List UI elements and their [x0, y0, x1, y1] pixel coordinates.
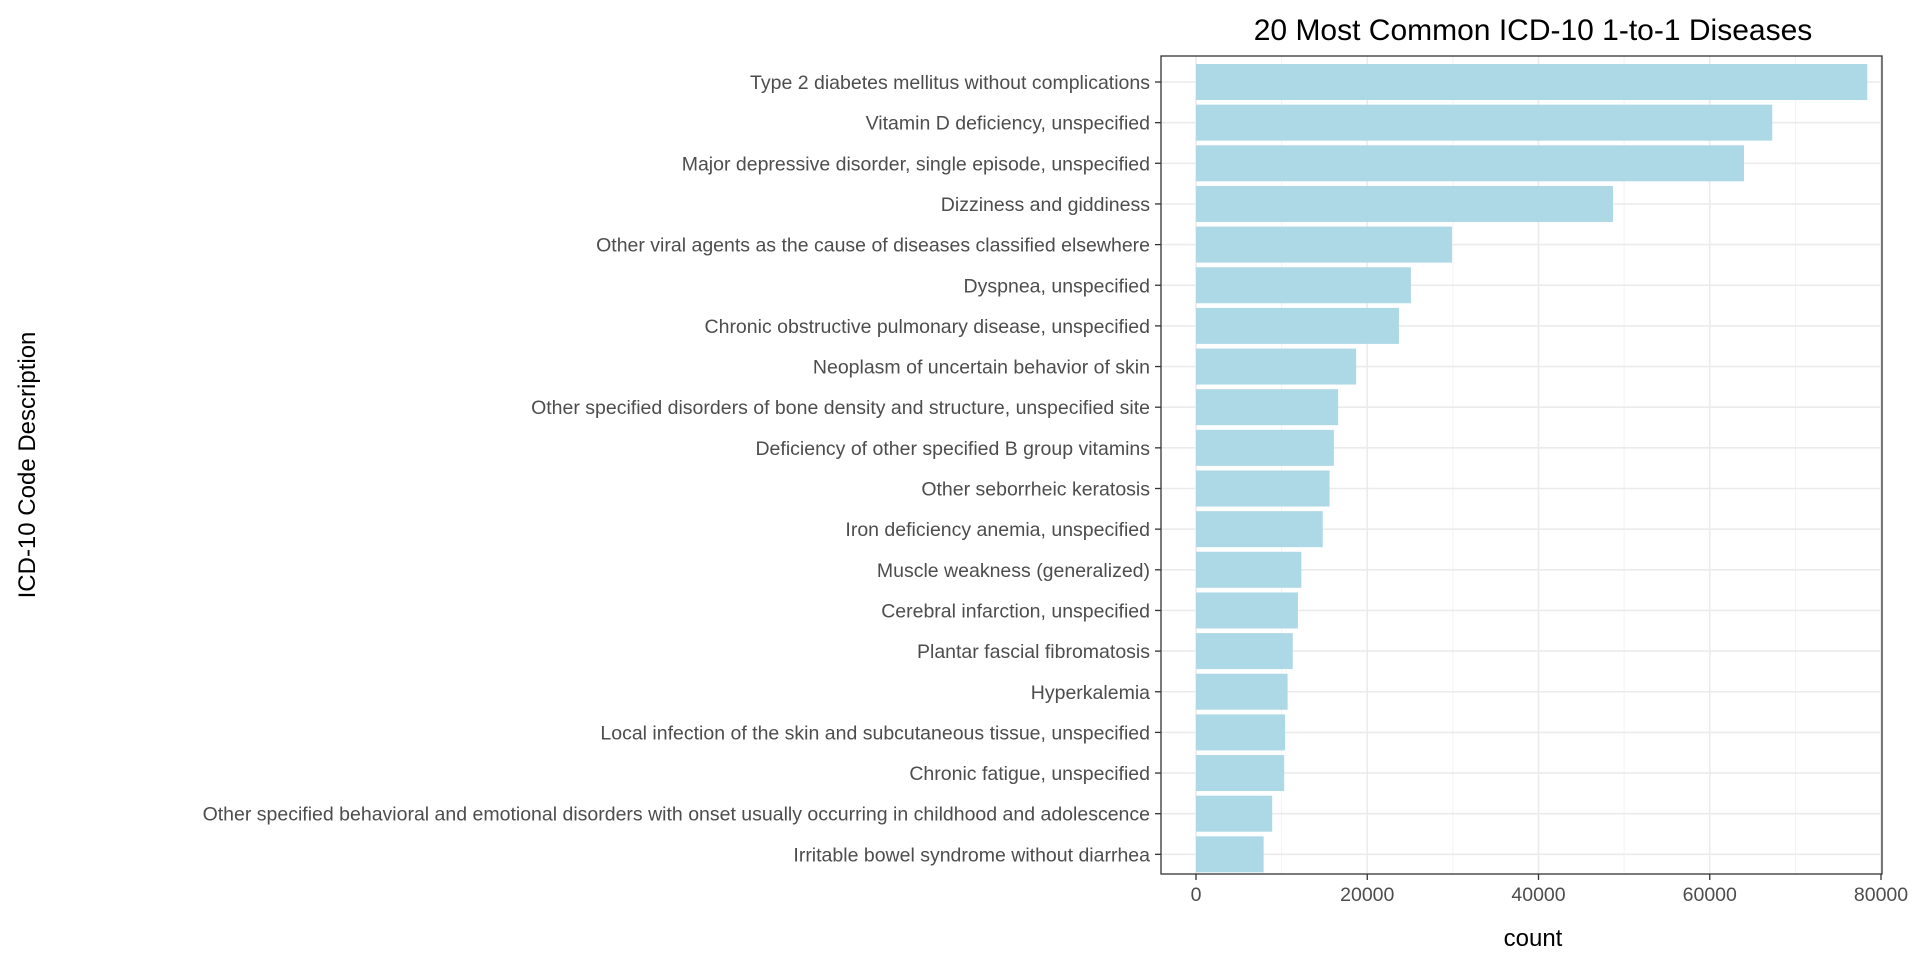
bar: [1196, 389, 1339, 426]
category-label: Neoplasm of uncertain behavior of skin: [813, 357, 1150, 379]
bar: [1196, 795, 1273, 832]
category-label: Chronic obstructive pulmonary disease, u…: [705, 316, 1150, 338]
bar: [1196, 307, 1399, 344]
x-axis-title: count: [1504, 925, 1563, 952]
bar: [1196, 673, 1288, 710]
bar: [1196, 633, 1293, 670]
category-label: Other seborrheic keratosis: [921, 479, 1150, 501]
category-label: Other specified behavioral and emotional…: [203, 804, 1150, 826]
x-tick-label: 80000: [1854, 884, 1908, 906]
category-label: Hyperkalemia: [1031, 682, 1150, 704]
category-label: Iron deficiency anemia, unspecified: [845, 519, 1150, 541]
category-labels: Type 2 diabetes mellitus without complic…: [203, 72, 1161, 866]
category-label: Irritable bowel syndrome without diarrhe…: [793, 844, 1150, 866]
x-axis-ticks: 0 20000 40000 60000 80000: [1191, 874, 1908, 906]
category-label: Chronic fatigue, unspecified: [909, 763, 1150, 785]
bar: [1196, 429, 1334, 466]
bar: [1196, 185, 1613, 222]
category-label: Local infection of the skin and subcutan…: [600, 722, 1150, 744]
category-label: Plantar fascial fibromatosis: [917, 641, 1150, 663]
category-label: Deficiency of other specified B group vi…: [755, 438, 1150, 460]
bar: [1196, 755, 1285, 792]
bar: [1196, 511, 1323, 548]
bar: [1196, 592, 1298, 629]
bar: [1196, 226, 1453, 263]
category-label: Major depressive disorder, single episod…: [682, 153, 1150, 175]
bar: [1196, 714, 1286, 751]
x-tick-label: 60000: [1683, 884, 1737, 906]
bar: [1196, 145, 1744, 182]
bar: [1196, 104, 1773, 141]
category-label: Dyspnea, unspecified: [964, 275, 1150, 297]
x-tick-label: 0: [1191, 884, 1202, 906]
category-label: Vitamin D deficiency, unspecified: [866, 113, 1150, 135]
bars: [1196, 64, 1868, 873]
bar: [1196, 267, 1411, 304]
category-label: Dizziness and giddiness: [941, 194, 1150, 216]
bar: [1196, 551, 1302, 588]
plot-border: [1160, 55, 1883, 875]
category-label: Type 2 diabetes mellitus without complic…: [750, 72, 1150, 94]
bar: [1196, 470, 1330, 507]
bar: [1196, 348, 1357, 385]
category-label: Other specified disorders of bone densit…: [531, 397, 1150, 419]
y-axis-title: ICD-10 Code Description: [14, 332, 41, 599]
category-label: Cerebral infarction, unspecified: [881, 600, 1150, 622]
bar: [1196, 836, 1264, 873]
category-label: Other viral agents as the cause of disea…: [596, 235, 1150, 257]
bar: [1196, 64, 1868, 100]
category-label: Muscle weakness (generalized): [877, 560, 1150, 582]
x-tick-label: 40000: [1511, 884, 1565, 906]
x-tick-label: 20000: [1340, 884, 1394, 906]
chart-title: 20 Most Common ICD-10 1-to-1 Diseases: [1254, 14, 1813, 47]
